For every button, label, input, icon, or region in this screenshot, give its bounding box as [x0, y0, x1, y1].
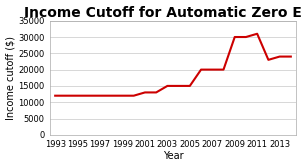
Y-axis label: Income cutoff ($): Income cutoff ($) — [5, 36, 16, 120]
X-axis label: Year: Year — [163, 151, 183, 161]
Title: Income Cutoff for Automatic Zero EFC: Income Cutoff for Automatic Zero EFC — [24, 6, 302, 20]
